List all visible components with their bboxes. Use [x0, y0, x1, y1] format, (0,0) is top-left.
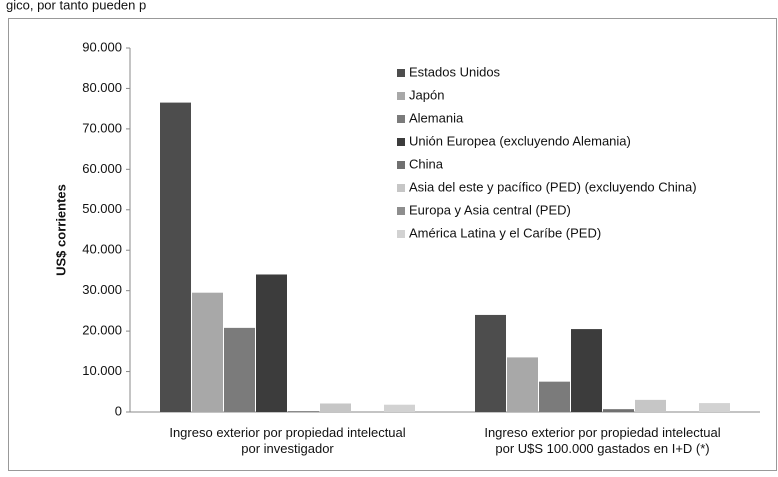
- legend-swatch: [397, 207, 405, 215]
- bar: [160, 102, 191, 412]
- legend-swatch: [397, 230, 405, 238]
- y-tick-label: 80.000: [82, 80, 122, 95]
- legend-label: Europa y Asia central (PED): [409, 202, 571, 217]
- legend-swatch: [397, 138, 405, 146]
- bar: [539, 381, 570, 412]
- legend-label: Japón: [409, 87, 444, 102]
- y-tick-label: 70.000: [82, 120, 122, 135]
- bar: [384, 404, 415, 412]
- bar: [192, 292, 223, 412]
- bar: [320, 403, 351, 412]
- y-tick-label: 90.000: [82, 39, 122, 54]
- x-tick-label: Ingreso exterior por propiedad intelectu…: [484, 425, 720, 456]
- y-tick-label: 40.000: [82, 242, 122, 257]
- bar: [256, 274, 287, 412]
- legend-swatch: [397, 184, 405, 192]
- legend-swatch: [397, 161, 405, 169]
- y-tick-label: 60.000: [82, 161, 122, 176]
- legend-swatch: [397, 92, 405, 100]
- legend-label: Estados Unidos: [409, 64, 501, 79]
- bar: [224, 327, 255, 412]
- bar: [699, 403, 730, 412]
- bar: [635, 399, 666, 412]
- bar: [571, 329, 602, 412]
- legend-swatch: [397, 69, 405, 77]
- bar: [603, 409, 634, 412]
- bar: [288, 411, 319, 412]
- legend-label: Alemania: [409, 110, 464, 125]
- legend-label: Unión Europea (excluyendo Alemania): [409, 133, 631, 148]
- header-fragment: gico, por tanto pueden p: [6, 0, 146, 12]
- chart-frame: [8, 18, 777, 471]
- y-tick-label: 10.000: [82, 363, 122, 378]
- legend-label: América Latina y el Caríbe (PED): [409, 225, 601, 240]
- legend-swatch: [397, 115, 405, 123]
- y-tick-label: 30.000: [82, 282, 122, 297]
- legend-label: Asia del este y pacífico (PED) (excluyen…: [409, 179, 697, 194]
- y-axis-title: US$ corrientes: [53, 184, 68, 276]
- bar: [475, 314, 506, 412]
- y-tick-label: 0: [115, 403, 122, 418]
- y-tick-label: 20.000: [82, 323, 122, 338]
- bar: [507, 357, 538, 412]
- y-tick-label: 50.000: [82, 201, 122, 216]
- x-tick-label: Ingreso exterior por propiedad intelectu…: [169, 425, 405, 456]
- legend-label: China: [409, 156, 444, 171]
